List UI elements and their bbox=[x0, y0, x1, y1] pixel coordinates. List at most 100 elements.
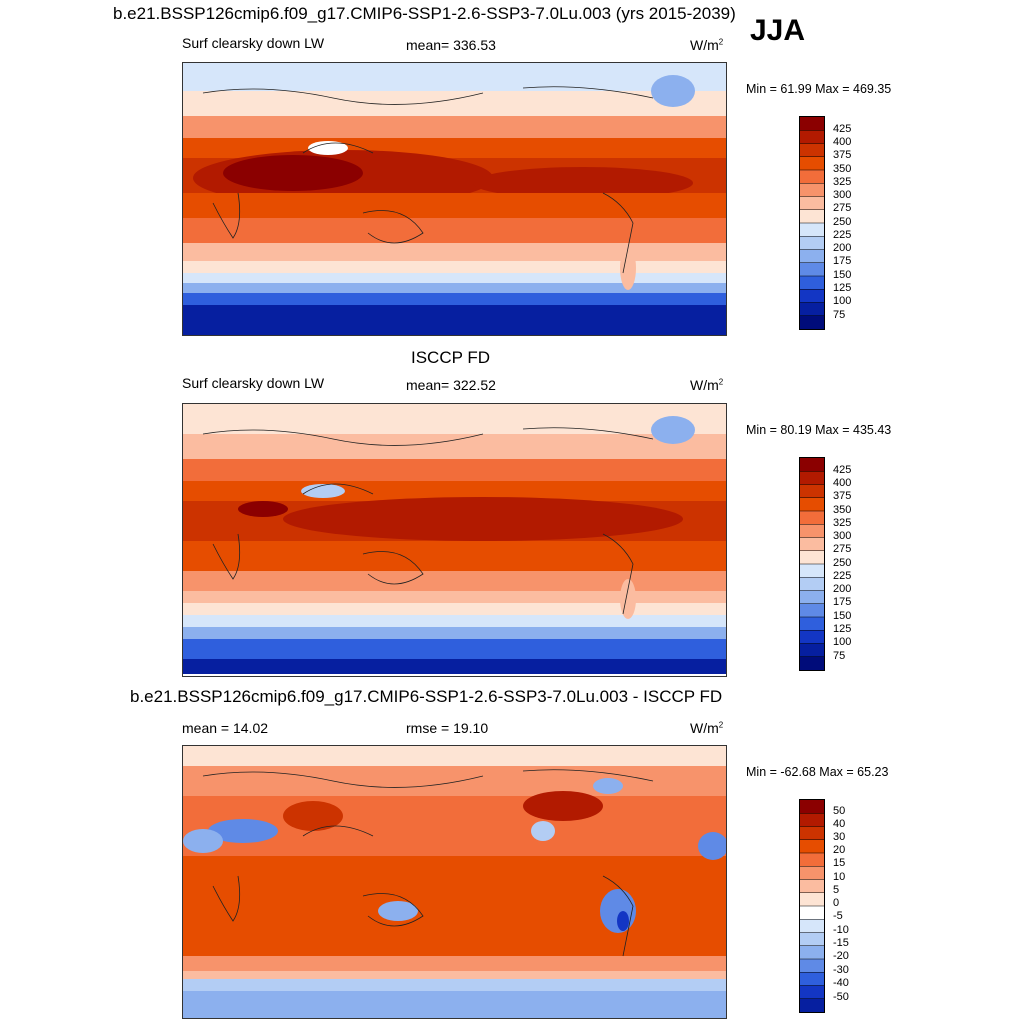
panel3-cbar-label: -50 bbox=[833, 991, 849, 1003]
panel2-cbar-label: 350 bbox=[833, 504, 852, 516]
colorbar-segment bbox=[800, 302, 824, 317]
panel2-map bbox=[182, 403, 727, 677]
season-label: JJA bbox=[750, 14, 806, 47]
panel3-cbar-label: 50 bbox=[833, 805, 846, 817]
colorbar-segment bbox=[800, 223, 824, 237]
panel1-cbar-label: 100 bbox=[833, 295, 852, 307]
colorbar-segment bbox=[800, 143, 824, 158]
panel1-cbar-label: 400 bbox=[833, 136, 852, 148]
colorbar-segment bbox=[800, 603, 824, 618]
panel3-cbar-label: -30 bbox=[833, 964, 849, 976]
colorbar-segment bbox=[800, 458, 824, 472]
panel3-cbar-label: -10 bbox=[833, 924, 849, 936]
panel2-cbar-label: 75 bbox=[833, 650, 846, 662]
colorbar-segment bbox=[800, 813, 824, 827]
panel2-mean-label: mean= 322.52 bbox=[406, 377, 496, 393]
panel2-cbar-label: 175 bbox=[833, 596, 852, 608]
colorbar-segment bbox=[800, 853, 824, 867]
panel1-variable-label: Surf clearsky down LW bbox=[182, 35, 325, 51]
panel1-mean-label: mean= 336.53 bbox=[406, 37, 496, 53]
panel3-title: b.e21.BSSP126cmip6.f09_g17.CMIP6-SSP1-2.… bbox=[130, 687, 723, 706]
colorbar-segment bbox=[800, 892, 824, 907]
panel3-cbar-label: 40 bbox=[833, 818, 846, 830]
panel2-cbar-label: 300 bbox=[833, 530, 852, 542]
panel1-minmax: Min = 61.99 Max = 469.35 bbox=[746, 82, 892, 96]
panel1-cbar-label: 200 bbox=[833, 242, 852, 254]
panel2-units: W/m2 bbox=[690, 377, 724, 393]
panel2-cbar-label: 275 bbox=[833, 543, 852, 555]
panel3-minmax: Min = -62.68 Max = 65.23 bbox=[746, 765, 889, 779]
colorbar-segment bbox=[800, 577, 824, 591]
colorbar-segment bbox=[800, 932, 824, 947]
colorbar-segment bbox=[800, 985, 824, 1000]
colorbar-segment bbox=[800, 497, 824, 512]
colorbar-segment bbox=[800, 276, 824, 290]
panel3-cbar-label: -5 bbox=[833, 910, 843, 922]
colorbar-segment bbox=[800, 249, 824, 264]
colorbar-segment bbox=[800, 800, 824, 814]
colorbar-segment bbox=[800, 130, 824, 144]
colorbar-segment bbox=[800, 906, 824, 920]
panel1-cbar-label: 150 bbox=[833, 269, 852, 281]
colorbar-segment bbox=[800, 630, 824, 644]
colorbar-segment bbox=[800, 959, 824, 973]
colorbar-segment bbox=[800, 262, 824, 277]
panel2-cbar-label: 400 bbox=[833, 477, 852, 489]
colorbar-segment bbox=[800, 972, 824, 986]
colorbar-segment bbox=[800, 117, 824, 131]
panel2-cbar-label: 325 bbox=[833, 517, 852, 529]
panel1-cbar-label: 125 bbox=[833, 282, 852, 294]
colorbar-segment bbox=[800, 617, 824, 631]
panel3-map bbox=[182, 745, 727, 1019]
panel1-title: b.e21.BSSP126cmip6.f09_g17.CMIP6-SSP1-2.… bbox=[113, 4, 736, 23]
panel3-cbar-label: 10 bbox=[833, 871, 846, 883]
panel3-cbar-label: 20 bbox=[833, 844, 846, 856]
colorbar-segment bbox=[800, 537, 824, 552]
colorbar-segment bbox=[800, 550, 824, 565]
panel1-cbar-label: 425 bbox=[833, 123, 852, 135]
colorbar-segment bbox=[800, 656, 824, 670]
colorbar-segment bbox=[800, 826, 824, 841]
colorbar-segment bbox=[800, 945, 824, 960]
panel2-cbar-label: 225 bbox=[833, 570, 852, 582]
panel2-title: ISCCP FD bbox=[411, 348, 491, 367]
panel3-units: W/m2 bbox=[690, 720, 724, 736]
panel1-cbar-label: 175 bbox=[833, 255, 852, 267]
panel1-cbar-label: 325 bbox=[833, 176, 852, 188]
panel3-cbar-label: -20 bbox=[833, 950, 849, 962]
colorbar-segment bbox=[800, 471, 824, 485]
colorbar-segment bbox=[800, 564, 824, 578]
colorbar-segment bbox=[800, 590, 824, 605]
panel3-rmse-label: rmse = 19.10 bbox=[406, 720, 489, 736]
panel1-units: W/m2 bbox=[690, 37, 724, 53]
panel1-colorbar bbox=[799, 116, 825, 330]
colorbar-segment bbox=[800, 839, 824, 854]
panel1-cbar-label: 225 bbox=[833, 229, 852, 241]
colorbar-segment bbox=[800, 183, 824, 197]
panel2-variable-label: Surf clearsky down LW bbox=[182, 375, 325, 391]
panel3-cbar-label: 5 bbox=[833, 884, 840, 896]
colorbar-segment bbox=[800, 170, 824, 184]
panel3-cbar-label: 0 bbox=[833, 897, 840, 909]
colorbar-segment bbox=[800, 315, 824, 329]
colorbar-segment bbox=[800, 236, 824, 250]
colorbar-segment bbox=[800, 524, 824, 538]
panel2-cbar-label: 250 bbox=[833, 557, 852, 569]
panel2-cbar-label: 425 bbox=[833, 464, 852, 476]
panel1-cbar-label: 75 bbox=[833, 309, 846, 321]
panel2-cbar-label: 150 bbox=[833, 610, 852, 622]
panel3-cbar-label: -40 bbox=[833, 977, 849, 989]
panel2-cbar-label: 125 bbox=[833, 623, 852, 635]
colorbar-segment bbox=[800, 866, 824, 880]
colorbar-segment bbox=[800, 511, 824, 525]
panel1-cbar-label: 300 bbox=[833, 189, 852, 201]
colorbar-segment bbox=[800, 209, 824, 224]
colorbar-segment bbox=[800, 289, 824, 303]
colorbar-segment bbox=[800, 643, 824, 658]
colorbar-segment bbox=[800, 196, 824, 211]
panel2-cbar-label: 200 bbox=[833, 583, 852, 595]
colorbar-segment bbox=[800, 156, 824, 171]
panel3-mean-label: mean = 14.02 bbox=[182, 720, 269, 736]
panel1-cbar-label: 375 bbox=[833, 149, 852, 161]
colorbar-segment bbox=[800, 919, 824, 933]
